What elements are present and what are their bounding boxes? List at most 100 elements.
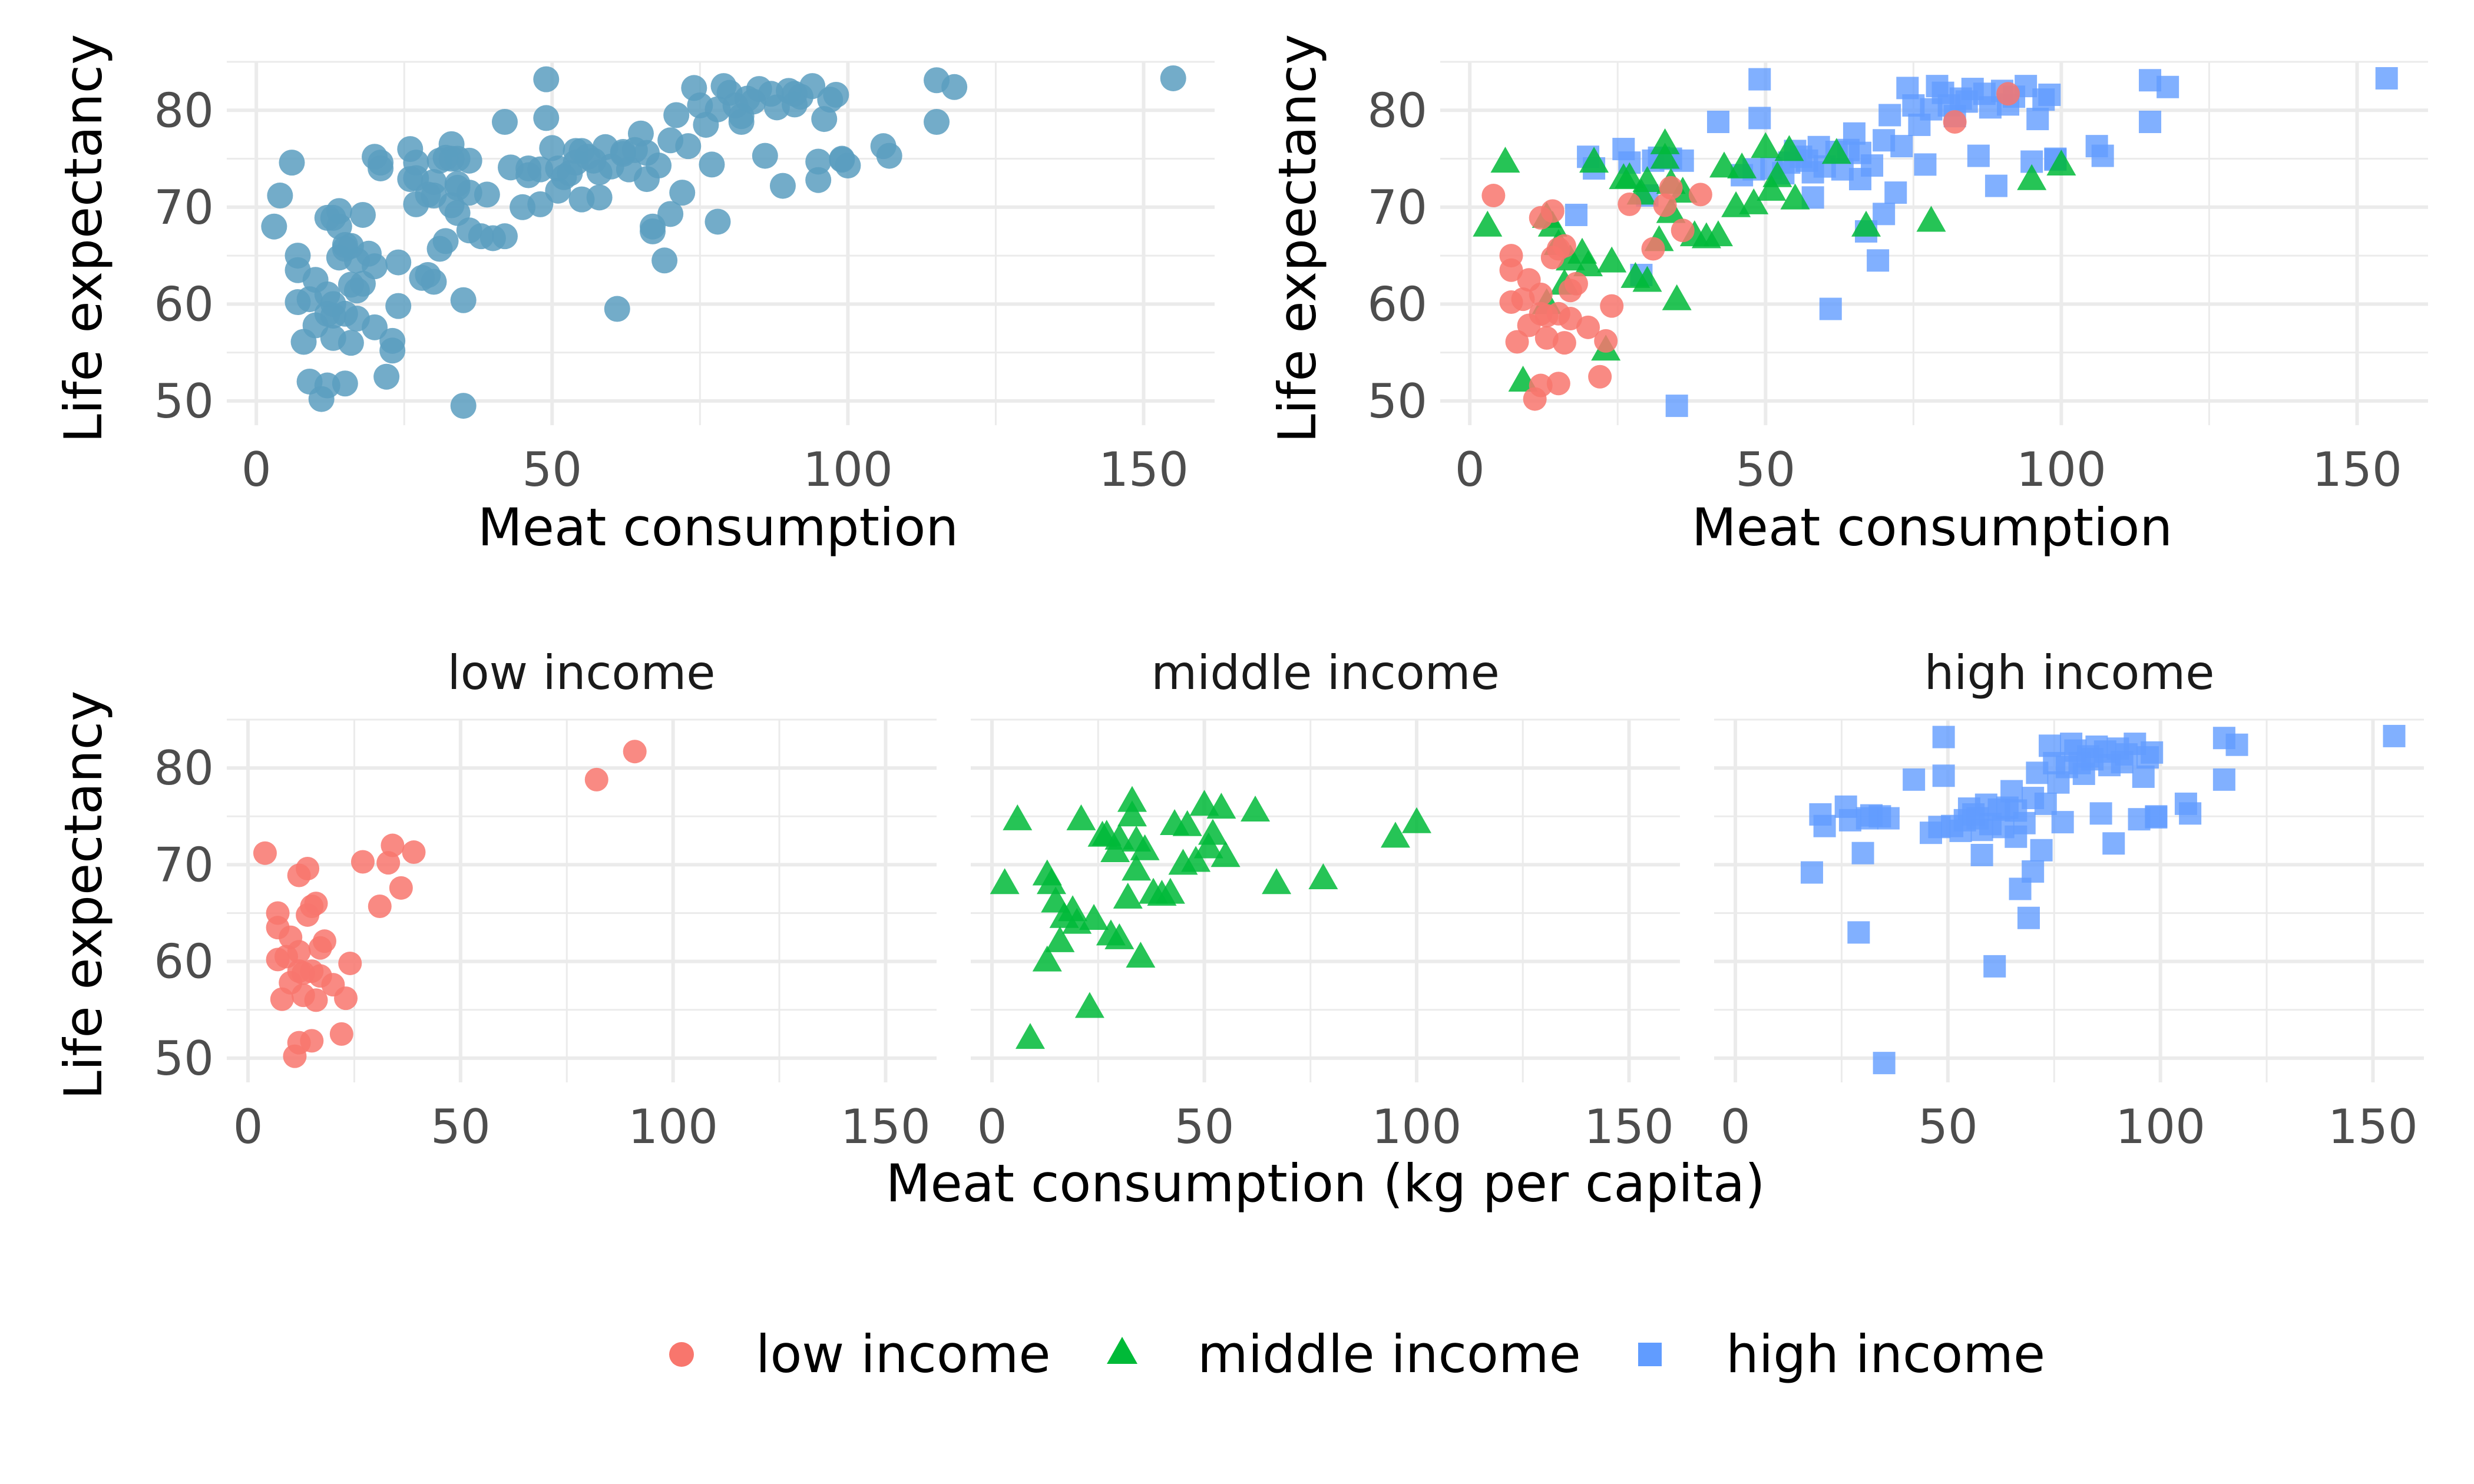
facet-middle-points bbox=[990, 786, 1432, 1049]
data-point bbox=[651, 247, 678, 274]
data-point-low bbox=[296, 856, 320, 880]
y-tick-label: 60 bbox=[154, 277, 214, 332]
y-tick-label: 80 bbox=[154, 741, 214, 796]
data-point bbox=[533, 105, 560, 131]
legend-item-low-income: low income bbox=[669, 1324, 1051, 1384]
data-point-middle bbox=[1579, 147, 1609, 173]
data-point-high bbox=[1890, 135, 1913, 158]
data-point bbox=[432, 228, 459, 254]
data-point-low bbox=[1641, 237, 1665, 261]
data-point-high bbox=[2139, 111, 2162, 134]
data-point-middle bbox=[1555, 244, 1585, 271]
data-point-middle bbox=[1757, 174, 1787, 201]
legend-square-icon bbox=[1638, 1343, 1662, 1366]
facet-middle-x-tick-labels: 0 50 100 150 bbox=[977, 1099, 1674, 1154]
data-point bbox=[349, 201, 376, 228]
data-point bbox=[373, 363, 400, 390]
data-point-low bbox=[1588, 365, 1612, 389]
data-point bbox=[338, 330, 364, 356]
data-point bbox=[876, 143, 902, 169]
panel-by-income: 50 60 70 80 0 50 100 150 Meat consumption Life… bbox=[1267, 34, 2428, 558]
data-point-high bbox=[1903, 768, 1926, 791]
y-tick-label: 70 bbox=[1367, 180, 1427, 235]
data-point-middle bbox=[1774, 135, 1804, 161]
y-tick-label: 70 bbox=[154, 180, 214, 235]
facet-low-points bbox=[253, 740, 647, 1068]
data-point-low bbox=[1996, 82, 2020, 106]
data-point-middle bbox=[1015, 1023, 1045, 1049]
data-point-middle bbox=[1650, 128, 1680, 154]
legend-triangle-icon bbox=[1107, 1337, 1137, 1364]
x-tick-label: 100 bbox=[2115, 1099, 2205, 1154]
data-point-high bbox=[1867, 249, 1890, 272]
data-point bbox=[450, 393, 477, 419]
data-point bbox=[285, 243, 311, 269]
data-point-high bbox=[1861, 154, 1884, 177]
y-tick-label: 50 bbox=[1367, 374, 1427, 429]
panel-b-x-axis-title: Meat consumption bbox=[1692, 497, 2172, 558]
data-point-low bbox=[1671, 218, 1695, 243]
data-point-middle bbox=[1780, 183, 1810, 210]
data-point-low bbox=[1499, 244, 1523, 268]
data-point-high bbox=[1985, 174, 2007, 197]
data-point-high bbox=[2102, 832, 2125, 855]
x-tick-label: 0 bbox=[233, 1099, 263, 1154]
data-point bbox=[769, 173, 796, 199]
x-tick-label: 0 bbox=[242, 442, 272, 497]
data-point-low bbox=[368, 895, 392, 919]
y-tick-label: 60 bbox=[1367, 277, 1427, 332]
data-point-middle bbox=[1380, 822, 1410, 848]
data-point-low bbox=[338, 951, 362, 975]
y-tick-label: 60 bbox=[154, 935, 214, 989]
data-point-high bbox=[2030, 839, 2053, 862]
data-point-middle bbox=[1198, 819, 1228, 845]
y-tick-label: 50 bbox=[154, 1031, 214, 1086]
data-point-high bbox=[1877, 807, 1900, 830]
data-point bbox=[332, 370, 358, 397]
y-tick-label: 70 bbox=[154, 837, 214, 892]
data-point-low bbox=[1618, 192, 1642, 216]
data-point-high bbox=[1873, 203, 1896, 226]
data-point-high bbox=[1884, 181, 1907, 204]
data-point bbox=[296, 368, 323, 395]
facet-low-income: low income 50 60 70 80 0 50 100 150 bbox=[154, 645, 937, 1154]
data-point-low bbox=[1540, 199, 1565, 223]
data-point-low bbox=[1534, 326, 1559, 350]
data-point-middle bbox=[1473, 210, 1503, 237]
data-point-low bbox=[1529, 373, 1553, 398]
data-point bbox=[491, 109, 518, 135]
x-tick-label: 0 bbox=[977, 1099, 1007, 1154]
facet-low-y-tick-labels: 50 60 70 80 bbox=[154, 741, 214, 1086]
data-point-high bbox=[1800, 861, 1823, 884]
legend-label-middle-income: middle income bbox=[1198, 1324, 1581, 1384]
data-point-middle bbox=[1126, 942, 1156, 968]
data-point bbox=[379, 337, 406, 364]
data-point bbox=[805, 148, 832, 175]
data-point-middle bbox=[1130, 834, 1160, 860]
data-point bbox=[456, 180, 482, 206]
facet-high-x-tick-labels: 0 50 100 150 bbox=[1721, 1099, 2418, 1154]
data-point-middle bbox=[1490, 147, 1520, 173]
data-point-low bbox=[287, 940, 311, 964]
data-point-middle bbox=[1241, 796, 1271, 822]
panel-a-y-axis-title: Life expectancy bbox=[53, 34, 114, 443]
data-point-middle bbox=[1821, 138, 1851, 164]
data-point-high bbox=[2145, 805, 2168, 828]
x-tick-label: 0 bbox=[1455, 442, 1485, 497]
data-point-low bbox=[1558, 307, 1582, 331]
panel-a-x-tick-labels: 0 50 100 150 bbox=[242, 442, 1189, 497]
data-point bbox=[604, 296, 630, 322]
data-point-high bbox=[1932, 764, 1955, 787]
data-point-low bbox=[623, 740, 647, 764]
data-point-low bbox=[1505, 330, 1529, 354]
data-point-high bbox=[2091, 144, 2114, 167]
data-point-low bbox=[1688, 183, 1712, 207]
data-point-middle bbox=[1193, 832, 1223, 859]
data-point bbox=[823, 81, 849, 108]
data-point-low bbox=[389, 876, 413, 900]
x-tick-label: 100 bbox=[803, 442, 893, 497]
x-tick-label: 100 bbox=[628, 1099, 718, 1154]
data-point-middle bbox=[1851, 210, 1881, 237]
data-point bbox=[421, 183, 447, 209]
data-point-high bbox=[1748, 68, 1771, 91]
